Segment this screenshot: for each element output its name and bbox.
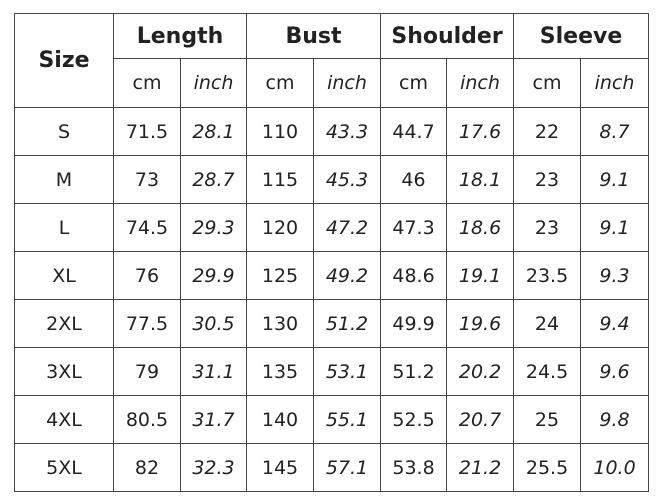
- data-row: L 74.5 29.3 120 47.2 47.3 18.6 23 9.1: [14, 203, 650, 252]
- unit-header: inch: [446, 58, 515, 108]
- value-cell: 24.5: [513, 347, 582, 396]
- value-cell: 48.6: [380, 251, 448, 300]
- value-cell: 51.2: [312, 299, 382, 348]
- value-cell: 30.5: [180, 299, 247, 348]
- value-cell: 77.5: [113, 299, 181, 348]
- value-cell: 17.6: [446, 107, 515, 156]
- size-cell: S: [14, 107, 114, 156]
- value-cell: 31.7: [180, 395, 247, 444]
- value-cell: 145: [246, 443, 314, 492]
- value-cell: 25.5: [513, 443, 582, 492]
- value-cell: 53.1: [312, 347, 382, 396]
- value-cell: 52.5: [380, 395, 448, 444]
- value-cell: 21.2: [446, 443, 515, 492]
- value-cell: 9.4: [580, 299, 650, 348]
- value-cell: 73: [113, 155, 181, 204]
- value-cell: 22: [513, 107, 582, 156]
- unit-header: inch: [580, 58, 650, 108]
- size-cell: 2XL: [14, 299, 114, 348]
- group-header: Length: [113, 13, 247, 59]
- unit-header: cm: [113, 58, 181, 108]
- value-cell: 23: [513, 155, 582, 204]
- table-body: Size Length Bust Shoulder Sleeve cm inch cm inch…: [14, 13, 650, 492]
- value-cell: 23.5: [513, 251, 582, 300]
- value-cell: 28.1: [180, 107, 247, 156]
- value-cell: 74.5: [113, 203, 181, 252]
- size-table: Size Length Bust Shoulder Sleeve cm inch cm inch…: [14, 13, 650, 492]
- value-cell: 125: [246, 251, 314, 300]
- value-cell: 57.1: [312, 443, 382, 492]
- value-cell: 18.6: [446, 203, 515, 252]
- value-cell: 80.5: [113, 395, 181, 444]
- value-cell: 53.8: [380, 443, 448, 492]
- value-cell: 76: [113, 251, 181, 300]
- size-header: Size: [14, 13, 114, 108]
- value-cell: 19.1: [446, 251, 515, 300]
- value-cell: 46: [380, 155, 448, 204]
- value-cell: 51.2: [380, 347, 448, 396]
- value-cell: 8.7: [580, 107, 650, 156]
- value-cell: 120: [246, 203, 314, 252]
- value-cell: 28.7: [180, 155, 247, 204]
- data-row: 5XL 82 32.3 145 57.1 53.8 21.2 25.5 10.0: [14, 443, 650, 492]
- data-row: 3XL 79 31.1 135 53.1 51.2 20.2 24.5 9.6: [14, 347, 650, 396]
- value-cell: 115: [246, 155, 314, 204]
- value-cell: 29.9: [180, 251, 247, 300]
- data-row: M 73 28.7 115 45.3 46 18.1 23 9.1: [14, 155, 650, 204]
- value-cell: 29.3: [180, 203, 247, 252]
- unit-header: cm: [246, 58, 314, 108]
- value-cell: 9.3: [580, 251, 650, 300]
- data-row: 2XL 77.5 30.5 130 51.2 49.9 19.6 24 9.4: [14, 299, 650, 348]
- size-cell: 5XL: [14, 443, 114, 492]
- value-cell: 24: [513, 299, 582, 348]
- value-cell: 32.3: [180, 443, 247, 492]
- value-cell: 9.1: [580, 203, 650, 252]
- size-cell: 4XL: [14, 395, 114, 444]
- value-cell: 82: [113, 443, 181, 492]
- size-cell: XL: [14, 251, 114, 300]
- size-cell: 3XL: [14, 347, 114, 396]
- value-cell: 43.3: [312, 107, 382, 156]
- data-row: 4XL 80.5 31.7 140 55.1 52.5 20.7 25 9.8: [14, 395, 650, 444]
- value-cell: 9.6: [580, 347, 650, 396]
- value-cell: 20.7: [446, 395, 515, 444]
- group-header: Sleeve: [513, 13, 650, 59]
- value-cell: 47.3: [380, 203, 448, 252]
- value-cell: 10.0: [580, 443, 650, 492]
- group-header: Bust: [245, 13, 382, 59]
- value-cell: 18.1: [446, 155, 515, 204]
- value-cell: 79: [113, 347, 181, 396]
- value-cell: 44.7: [380, 107, 448, 156]
- value-cell: 20.2: [446, 347, 515, 396]
- value-cell: 31.1: [180, 347, 247, 396]
- unit-header: cm: [380, 58, 448, 108]
- value-cell: 110: [246, 107, 314, 156]
- value-cell: 45.3: [312, 155, 382, 204]
- value-cell: 71.5: [113, 107, 181, 156]
- value-cell: 9.1: [580, 155, 650, 204]
- value-cell: 19.6: [446, 299, 515, 348]
- header-row: Size Length Bust Shoulder Sleeve: [14, 13, 650, 108]
- value-cell: 130: [246, 299, 314, 348]
- unit-header: inch: [180, 58, 247, 108]
- data-row: XL 76 29.9 125 49.2 48.6 19.1 23.5 9.3: [14, 251, 650, 300]
- group-header: Shoulder: [380, 13, 515, 59]
- size-cell: M: [14, 155, 114, 204]
- value-cell: 55.1: [312, 395, 382, 444]
- value-cell: 23: [513, 203, 582, 252]
- value-cell: 49.2: [312, 251, 382, 300]
- value-cell: 25: [513, 395, 582, 444]
- unit-header: cm: [513, 58, 582, 108]
- value-cell: 9.8: [580, 395, 650, 444]
- unit-row: cm inch cm inch cm inch cm inch: [15, 58, 650, 108]
- value-cell: 140: [246, 395, 314, 444]
- unit-header: inch: [312, 58, 382, 108]
- value-cell: 47.2: [312, 203, 382, 252]
- data-row: S 71.5 28.1 110 43.3 44.7 17.6 22 8.7: [14, 107, 650, 156]
- size-cell: L: [14, 203, 114, 252]
- value-cell: 49.9: [380, 299, 448, 348]
- value-cell: 135: [246, 347, 314, 396]
